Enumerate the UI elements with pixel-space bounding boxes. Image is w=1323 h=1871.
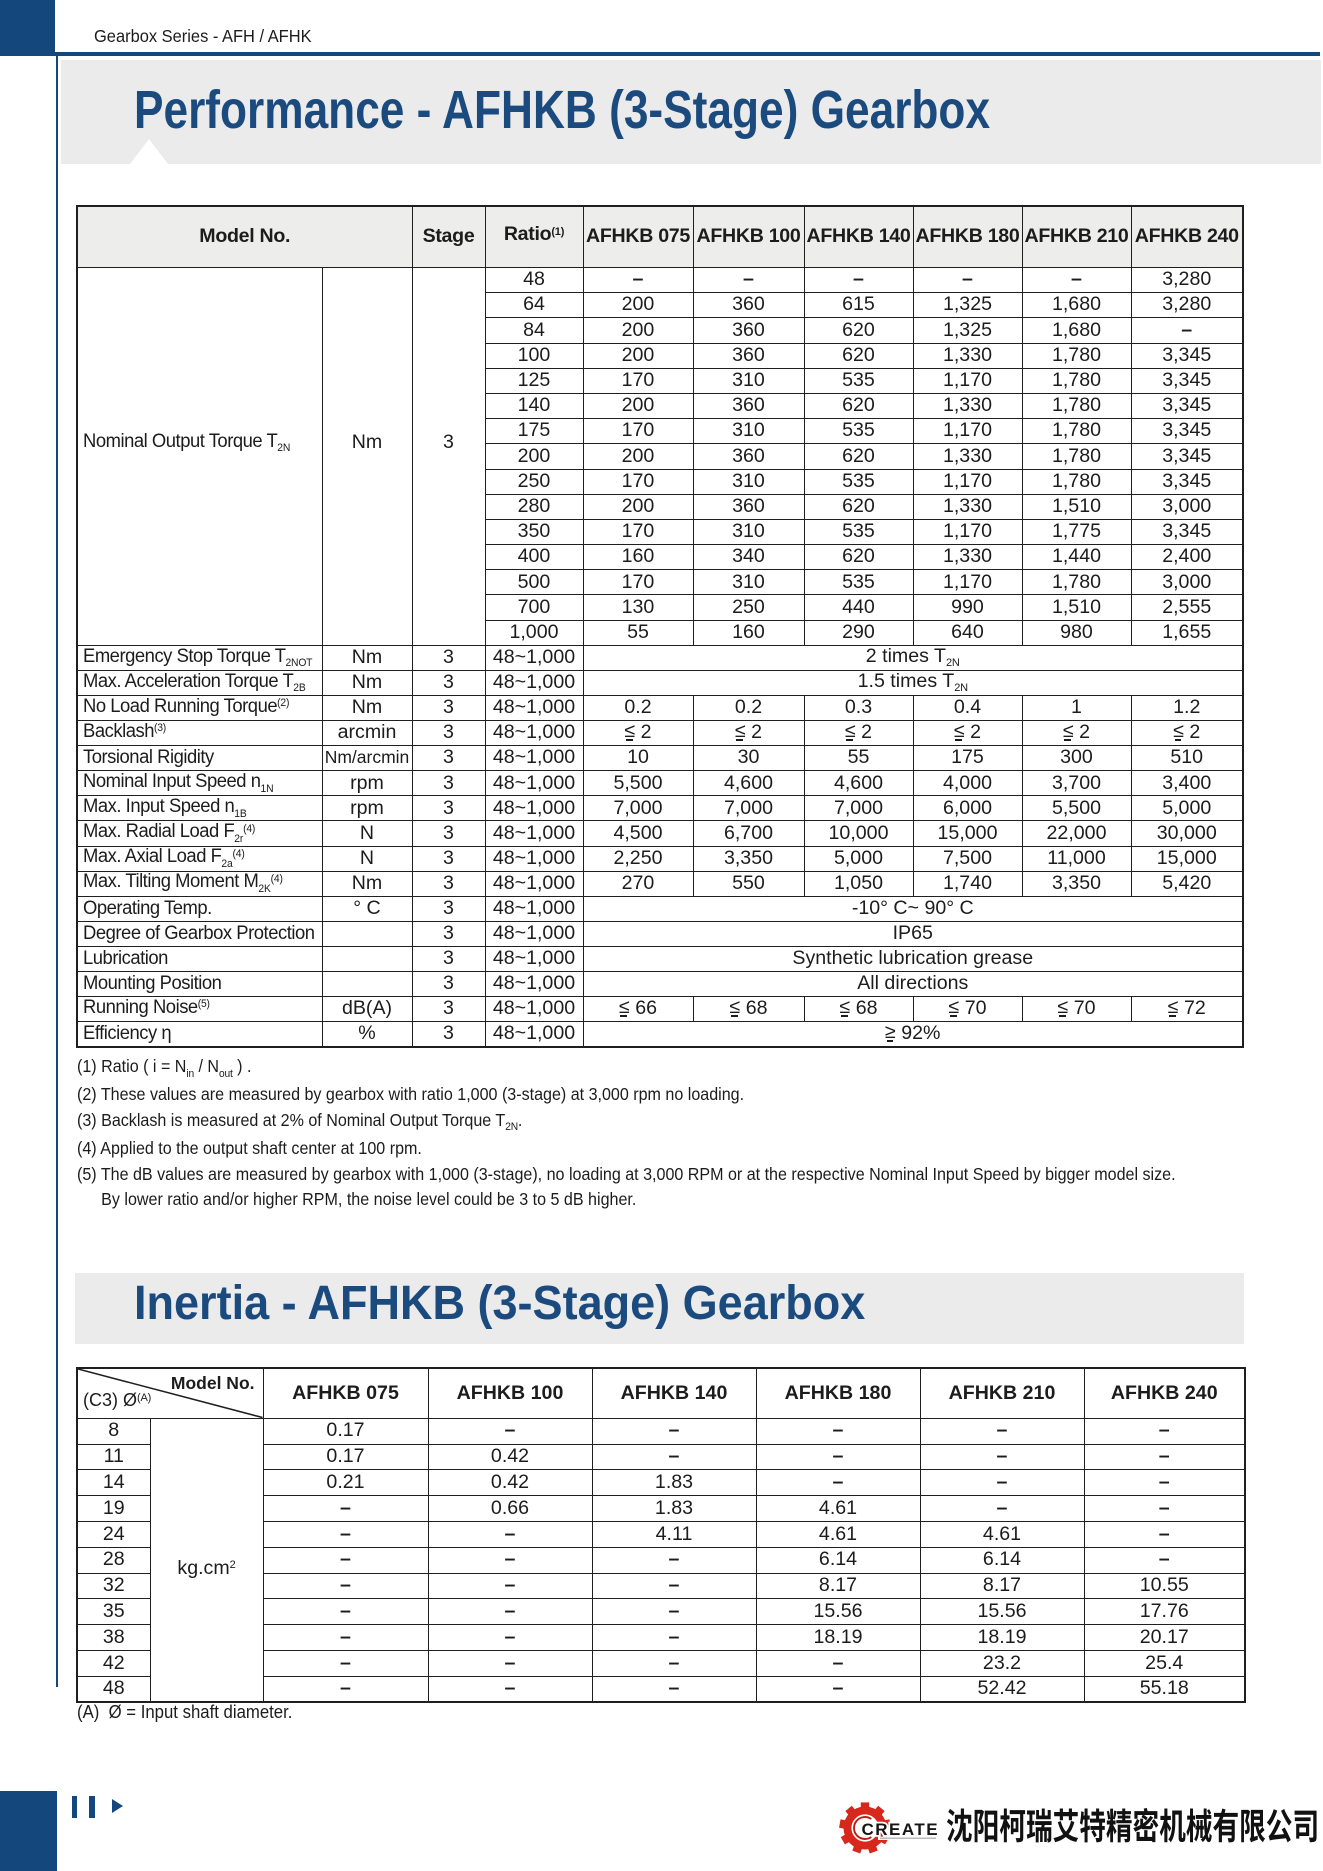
svg-text:CREATE: CREATE <box>862 1820 940 1839</box>
